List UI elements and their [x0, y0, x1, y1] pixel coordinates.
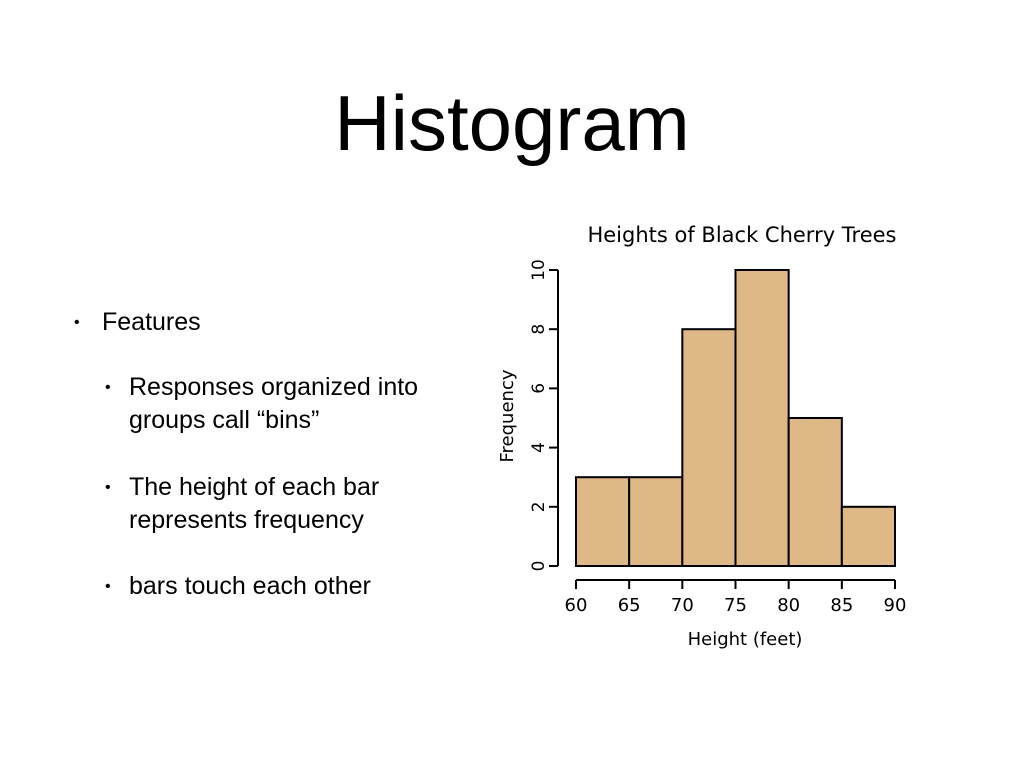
- bullet-list: • Features • Responses organized into gr…: [0, 0, 480, 768]
- slide-title: Histogram: [334, 79, 690, 167]
- y-tick-label: 0: [529, 561, 549, 572]
- y-tick-label: 2: [529, 501, 549, 512]
- x-axis-label: Height (feet): [688, 629, 803, 650]
- bullet-marker: •: [74, 314, 80, 331]
- bullet-marker: •: [105, 578, 111, 595]
- y-axis-label: Frequency: [497, 369, 518, 462]
- bullet-marker: •: [105, 479, 111, 496]
- y-tick-label: 10: [529, 259, 549, 281]
- x-tick-label: 65: [618, 595, 641, 616]
- sub-bullet-touch: • bars touch each other: [105, 570, 469, 603]
- histogram-bars: [575, 269, 897, 568]
- bullet-text: The height of each bar represents freque…: [129, 473, 380, 534]
- histogram-bar: [734, 269, 790, 567]
- bullet-marker: •: [105, 379, 111, 396]
- histogram-bar: [787, 417, 843, 567]
- chart-title: Heights of Black Cherry Trees: [587, 223, 896, 247]
- y-tick-label: 6: [529, 383, 549, 394]
- bullet-text: bars touch each other: [129, 572, 371, 600]
- histogram-bar: [575, 476, 631, 568]
- x-tick-label: 75: [724, 595, 747, 616]
- x-tick-label: 90: [884, 595, 907, 616]
- x-axis: 60 65 70 75 80 85 90: [565, 579, 907, 616]
- sub-bullet-bins: • Responses organized into groups call “…: [105, 371, 469, 437]
- histogram-bar: [681, 328, 737, 567]
- x-tick-label: 85: [830, 595, 853, 616]
- x-tick-label: 70: [671, 595, 694, 616]
- histogram-bar: [840, 505, 897, 567]
- sub-bullet-height: • The height of each bar represents freq…: [105, 471, 469, 537]
- y-tick-label: 4: [529, 442, 549, 453]
- histogram-chart: Heights of Black Cherry Trees 0 2 4 6 8 10 60…: [497, 223, 907, 650]
- bullet-text: Responses organized into groups call “bi…: [129, 373, 419, 434]
- histogram-bar: [628, 476, 684, 568]
- x-tick-label: 60: [565, 595, 588, 616]
- y-axis: 0 2 4 6 8 10: [529, 259, 559, 572]
- bullet-features: • Features: [74, 306, 201, 339]
- x-tick-label: 80: [777, 595, 800, 616]
- y-tick-label: 8: [529, 324, 549, 335]
- bullet-text: Features: [102, 308, 201, 336]
